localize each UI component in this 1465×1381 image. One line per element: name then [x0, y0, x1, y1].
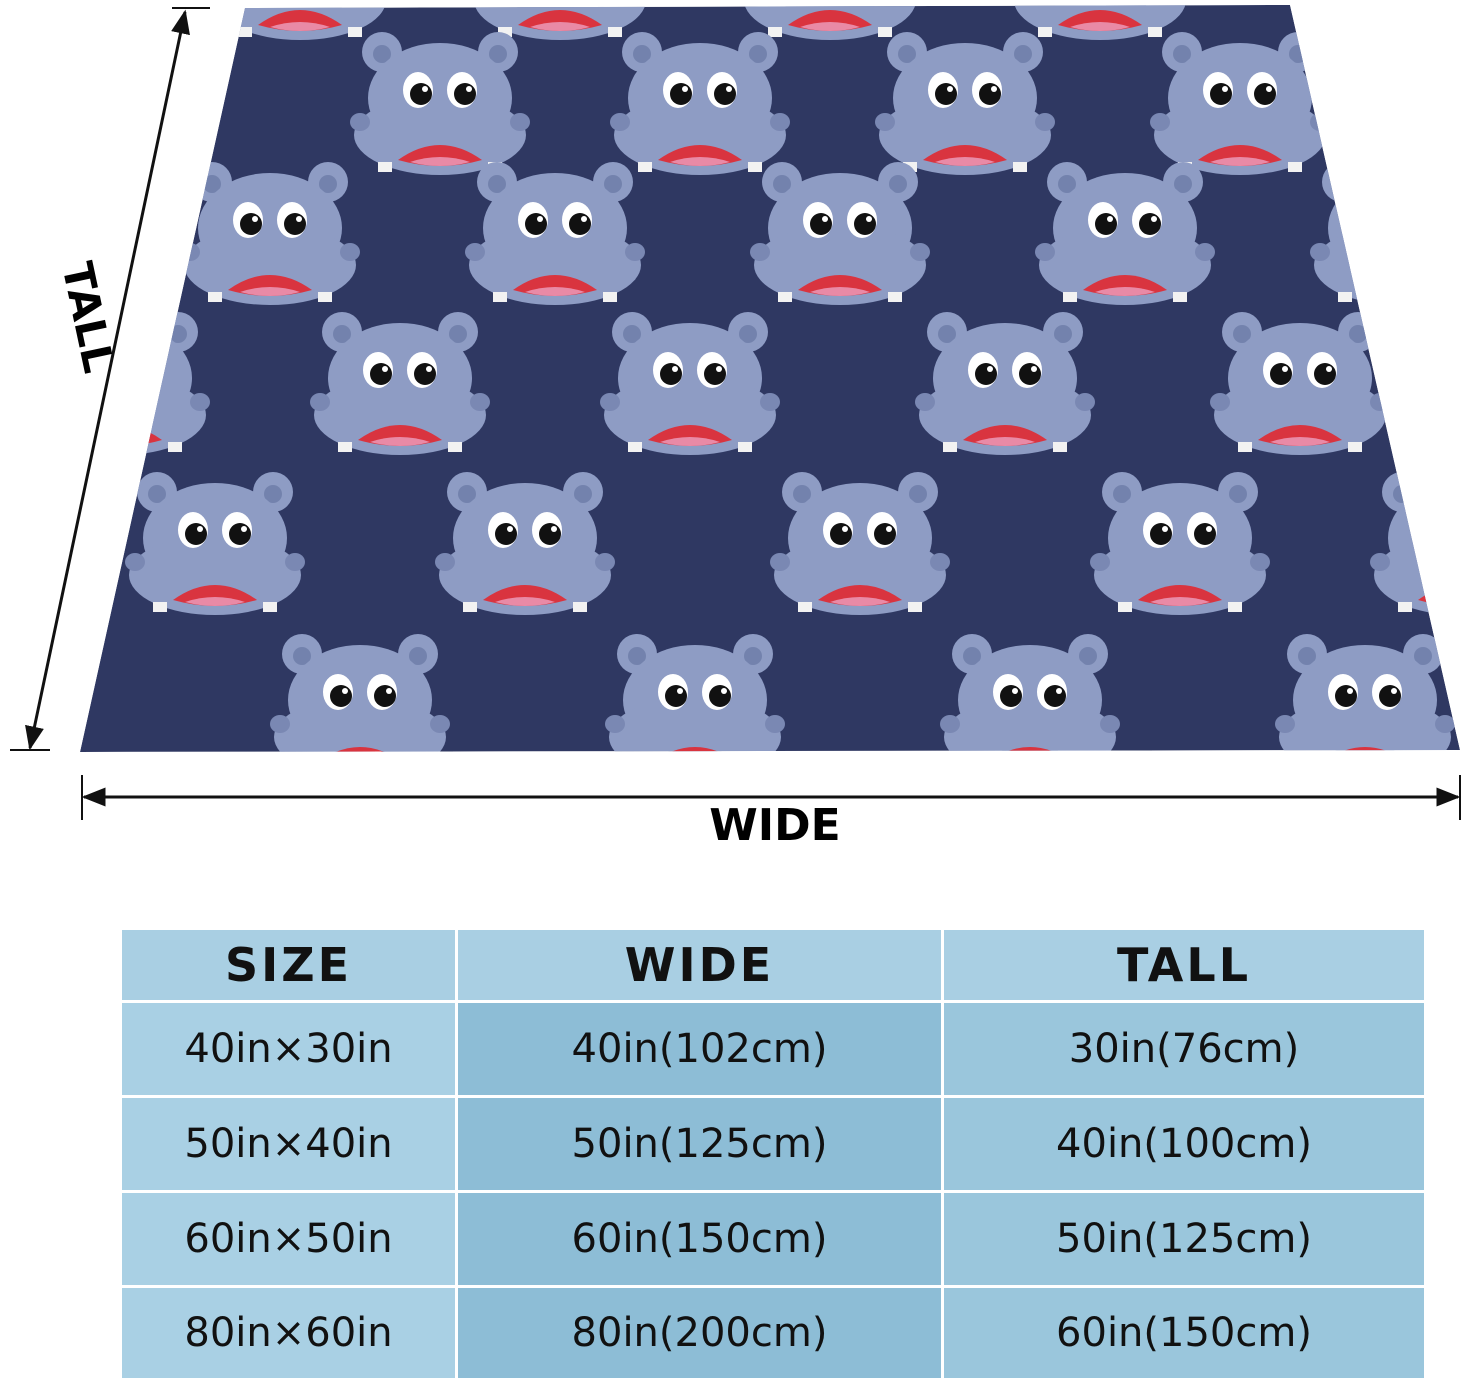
table-cell: 80in(200cm)	[458, 1288, 941, 1378]
tall-label: TALL	[52, 258, 123, 377]
hippo	[350, 32, 530, 175]
hippo	[940, 634, 1120, 752]
table-cell: 30in(76cm)	[944, 1003, 1424, 1095]
hippo	[1035, 162, 1215, 305]
hippo	[1090, 472, 1270, 615]
table-cell: 60in(150cm)	[458, 1193, 941, 1285]
table-cell: 60in×50in	[122, 1193, 455, 1285]
hippo	[600, 312, 780, 455]
hippo	[605, 634, 785, 752]
hippo	[750, 162, 930, 305]
table-cell: 50in(125cm)	[944, 1193, 1424, 1285]
hippo	[465, 162, 645, 305]
hippo	[1210, 312, 1390, 455]
hippo	[770, 472, 950, 615]
table-cell: 80in×60in	[122, 1288, 455, 1378]
blanket-illustration: TALL WIDE	[10, 5, 1461, 851]
table-cell: 40in(102cm)	[458, 1003, 941, 1095]
hippo	[610, 32, 790, 175]
table-cell: 50in×40in	[122, 1098, 455, 1190]
hippo	[435, 472, 615, 615]
hippo	[310, 312, 490, 455]
hippo	[1275, 634, 1455, 752]
table-cell: 50in(125cm)	[458, 1098, 941, 1190]
table-cell: 60in(150cm)	[944, 1288, 1424, 1378]
hippo	[1310, 162, 1460, 305]
hippo	[270, 634, 450, 752]
header-cell: SIZE	[122, 930, 455, 1000]
header-cell: TALL	[944, 930, 1424, 1000]
hippo	[915, 312, 1095, 455]
table-cell: 40in(100cm)	[944, 1098, 1424, 1190]
wide-label: WIDE	[709, 800, 840, 851]
hippo	[180, 162, 360, 305]
header-cell: WIDE	[458, 930, 941, 1000]
size-table: SIZE WIDE TALL 40in×30in 40in(102cm) 30in(76c…	[122, 930, 1424, 1378]
hippo	[125, 472, 305, 615]
hippo	[80, 312, 210, 455]
hippo	[875, 32, 1055, 175]
table-cell: 40in×30in	[122, 1003, 455, 1095]
hippo	[1150, 32, 1330, 175]
